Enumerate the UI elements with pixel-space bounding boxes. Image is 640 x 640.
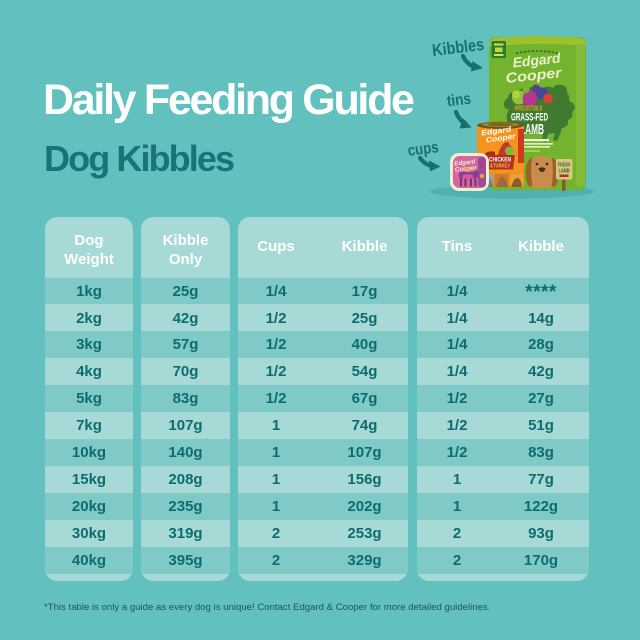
svg-text:Edgard: Edgard [512,50,562,71]
svg-text:FRESH: FRESH [558,163,570,169]
svg-text:tins: tins [446,91,472,111]
svg-text:CHICKEN: CHICKEN [489,158,511,164]
svg-text:cups: cups [407,139,440,160]
svg-text:Kibbles: Kibbles [431,35,485,60]
svg-text:Edgard: Edgard [481,124,512,137]
svg-text:&TURKEY: &TURKEY [490,164,510,170]
svg-text:LAMB: LAMB [559,169,570,175]
svg-text:LAMB: LAMB [520,122,544,138]
svg-text:GRASS-FED: GRASS-FED [511,112,548,124]
svg-text:Edgard: Edgard [454,158,476,167]
svg-text:Cooper: Cooper [485,131,517,144]
svg-text:Cooper: Cooper [505,64,564,86]
svg-text:IRRESISTIBLE: IRRESISTIBLE [515,106,543,113]
